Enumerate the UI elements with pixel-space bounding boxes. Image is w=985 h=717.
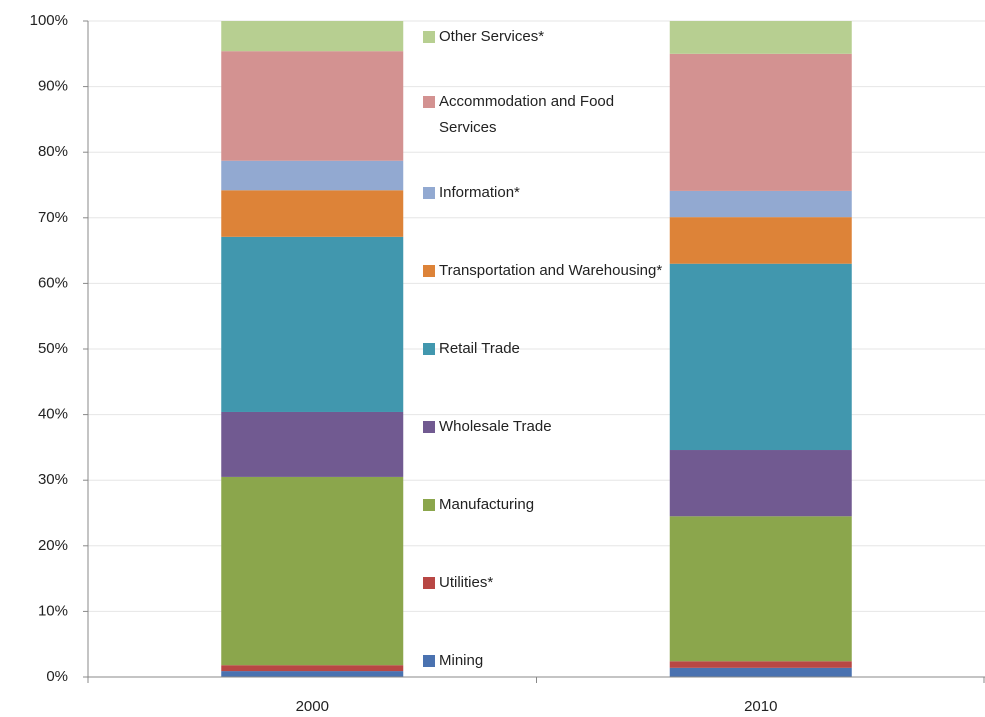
bar-segment xyxy=(669,661,852,668)
bar-segment xyxy=(221,21,404,52)
y-tick-label: 60% xyxy=(38,274,68,291)
x-tick-label: 2010 xyxy=(744,698,777,715)
legend-label: Information* xyxy=(439,184,520,201)
legend-label: Manufacturing xyxy=(439,496,535,513)
y-tick-label: 100% xyxy=(30,12,68,29)
legend-item: Retail Trade xyxy=(423,340,668,362)
legend-item: Transportation and Warehousing* xyxy=(423,262,668,284)
legend-item: Manufacturing xyxy=(423,496,668,518)
legend-label: Utilities* xyxy=(439,574,494,591)
bar-segment xyxy=(221,665,404,672)
legend-label: Retail Trade xyxy=(439,340,520,357)
bar-segment xyxy=(669,21,852,54)
bar-segment xyxy=(221,190,404,237)
legend-swatch xyxy=(423,96,435,108)
bar-segment xyxy=(221,51,404,161)
bar-segment xyxy=(669,190,852,218)
bar-segment xyxy=(221,236,404,412)
legend-item: Other Services* xyxy=(423,28,668,50)
legend-swatch xyxy=(423,265,435,277)
bar-segment xyxy=(669,263,852,451)
legend-swatch xyxy=(423,343,435,355)
y-tick-label: 20% xyxy=(38,537,68,554)
x-tick-label: 2000 xyxy=(296,698,329,715)
legend-item: Accommodation and Food Services xyxy=(423,93,668,141)
y-tick-label: 30% xyxy=(38,471,68,488)
legend-label: Mining xyxy=(439,652,484,669)
legend-item: Mining xyxy=(423,652,668,674)
y-tick-label: 0% xyxy=(46,668,68,685)
legend-label: Transportation and Warehousing* xyxy=(439,262,663,279)
bar-segment xyxy=(669,217,852,264)
y-tick-label: 40% xyxy=(38,406,68,423)
y-tick-label: 10% xyxy=(38,602,68,619)
legend-swatch xyxy=(423,31,435,43)
legend-swatch xyxy=(423,421,435,433)
y-tick-label: 90% xyxy=(38,78,68,95)
legend-item: Utilities* xyxy=(423,574,668,596)
bar-segment xyxy=(669,53,852,191)
y-tick-label: 80% xyxy=(38,143,68,160)
legend-swatch xyxy=(423,499,435,511)
legend-swatch xyxy=(423,655,435,667)
bar-segment xyxy=(221,671,404,677)
legend-swatch xyxy=(423,187,435,199)
legend-item: Wholesale Trade xyxy=(423,418,668,440)
y-tick-label: 70% xyxy=(38,209,68,226)
legend-label: Other Services* xyxy=(439,28,545,45)
bar-segment xyxy=(221,476,404,666)
bar-segment xyxy=(669,667,852,677)
legend-item: Information* xyxy=(423,184,668,206)
bar-segment xyxy=(669,450,852,517)
bar-segment xyxy=(669,516,852,662)
legend-swatch xyxy=(423,577,435,589)
bar-segment xyxy=(221,411,404,477)
y-tick-label: 50% xyxy=(38,340,68,357)
legend-label: Wholesale Trade xyxy=(439,418,552,435)
bar-segment xyxy=(221,160,404,191)
legend-label: Accommodation and Food Services xyxy=(439,93,615,136)
